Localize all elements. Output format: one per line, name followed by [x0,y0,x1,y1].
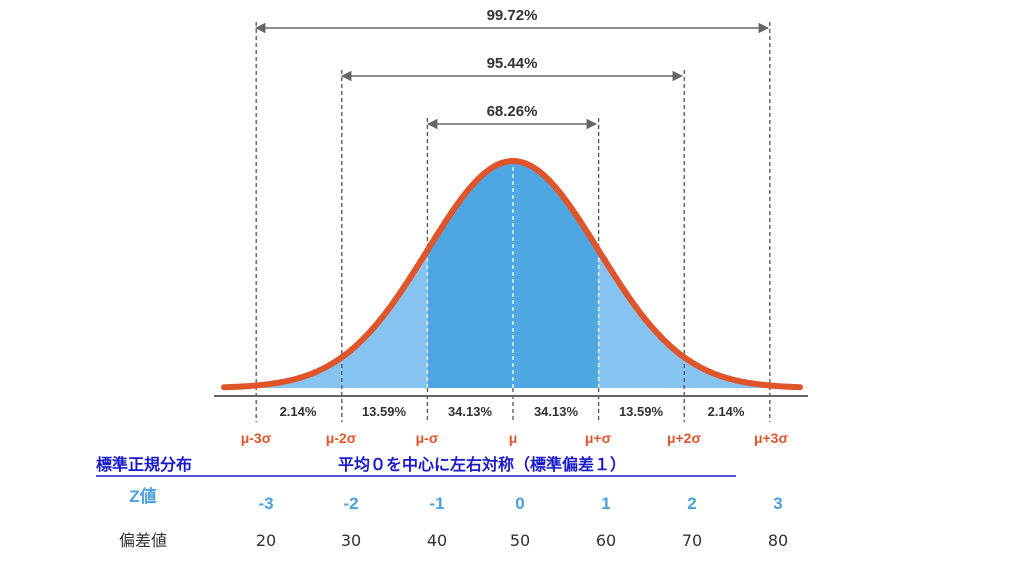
sigma-label: μ+σ [585,430,612,446]
segment-label: 34.13% [448,404,493,419]
interval-label-2sigma: 95.44% [487,55,538,72]
segment-label: 34.13% [534,404,579,419]
deviation-value: 30 [341,531,361,550]
segment-label: 2.14% [280,404,317,419]
z-value: 1 [601,494,610,513]
segment-percentages: 2.14% 13.59% 34.13% 34.13% 13.59% 2.14% [280,404,745,419]
segment-label: 13.59% [362,404,407,419]
deviation-value: 40 [427,531,447,550]
deviation-value: 70 [682,531,702,550]
sigma-label: μ-2σ [326,430,357,446]
segment-label: 13.59% [619,404,664,419]
heading-description: 平均０を中心に左右対称（標準偏差１） [338,455,626,474]
area-segment [256,357,342,388]
deviation-row-heading: 偏差値 [119,531,167,550]
z-value: -1 [429,494,444,513]
interval-label-3sigma: 99.72% [487,7,538,24]
deviation-value: 80 [768,531,788,550]
deviation-value: 50 [510,531,530,550]
sigma-labels: μ-3σ μ-2σ μ-σ μ μ+σ μ+2σ μ+3σ [241,430,789,446]
deviation-values: 20 30 40 50 60 70 80 [256,531,788,550]
z-value: 2 [687,494,696,513]
bell-curve [221,158,803,391]
sigma-guide-lines [255,22,771,422]
sigma-label: μ+2σ [667,430,702,446]
segment-label: 2.14% [708,404,745,419]
z-value: -3 [258,494,273,513]
sigma-label: μ-3σ [241,430,272,446]
sigma-label: μ+3σ [754,430,789,446]
interval-label-1sigma: 68.26% [487,103,538,120]
z-row-heading: Z値 [129,486,156,506]
heading-title: 標準正規分布 [96,455,192,474]
z-value: 0 [515,494,524,513]
sigma-label: μ [509,430,518,446]
deviation-value: 20 [256,531,276,550]
z-values: -3 -2 -1 0 1 2 3 [258,494,782,513]
area-segment [684,357,770,388]
z-value: -2 [343,494,358,513]
interval-arrows: 99.72% 95.44% 68.26% [254,7,770,130]
z-value: 3 [773,494,782,513]
sigma-label: μ-σ [416,430,439,446]
deviation-value: 60 [596,531,616,550]
